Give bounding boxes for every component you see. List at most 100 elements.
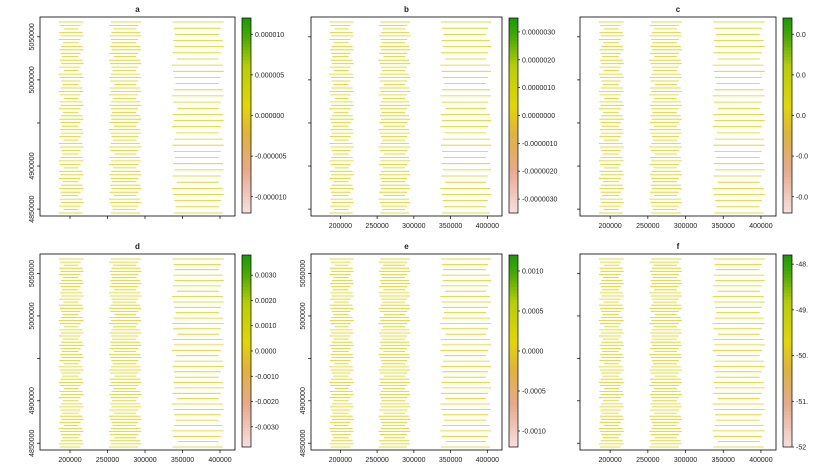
colorbar-segment <box>242 24 251 29</box>
colorbar-segment <box>242 138 251 142</box>
colorbar-segment <box>242 154 251 159</box>
y-tick-label: 4850000 <box>300 429 307 456</box>
colorbar-segment <box>783 255 792 259</box>
colorbar-segment <box>509 370 518 374</box>
colorbar-segment <box>509 383 518 387</box>
colorbar-segment <box>509 319 518 323</box>
colorbar-segment <box>509 112 518 116</box>
raster-column <box>712 21 765 214</box>
colorbar-segment <box>783 203 792 207</box>
colorbar-segment <box>509 118 518 123</box>
colorbar-segment <box>783 322 792 326</box>
colorbar-segment <box>509 50 518 55</box>
colorbar-segment <box>242 360 251 365</box>
colorbar-segment <box>783 370 792 374</box>
colorbar-segment <box>242 389 251 393</box>
colorbar-segment <box>783 18 792 22</box>
x-tick-label: 400000 <box>476 223 499 230</box>
colorbar-segment <box>783 402 792 406</box>
colorbar-segment <box>242 31 251 35</box>
colorbar-segment <box>509 21 518 25</box>
colorbar-segment <box>509 34 518 38</box>
raster-column <box>712 258 765 448</box>
panel-a: a4850000490000050000005050000-0.000010-0… <box>29 5 287 223</box>
raster-column <box>109 258 142 448</box>
colorbar-segment <box>242 183 251 188</box>
colorbar-segment <box>242 187 251 191</box>
colorbar-segment <box>783 290 792 294</box>
colorbar-segment <box>783 37 792 42</box>
colorbar-segment <box>242 402 251 406</box>
colorbar-segment <box>509 24 518 29</box>
y-tick-label: 4850000 <box>29 195 36 222</box>
colorbar-segment <box>509 174 518 178</box>
colorbar-segment <box>509 427 518 432</box>
colorbar-tick-label: 0.0 <box>796 32 806 39</box>
colorbar-segment <box>509 102 518 107</box>
colorbar-segment <box>242 280 251 285</box>
colorbar-segment <box>783 328 792 333</box>
colorbar-segment <box>242 290 251 294</box>
colorbar-segment <box>509 200 518 204</box>
colorbar-segment <box>242 209 251 214</box>
colorbar-tick-label: 0.000010 <box>255 32 284 39</box>
colorbar-legend: -0.0030 -0.0020 -0.0010 0.0000 0.0010 0.0020 0… <box>241 254 279 448</box>
panel-b: b 200000 250000 300000 350000 400000 -0.000003… <box>308 5 558 230</box>
colorbar-tick-label: -0.0030 <box>255 424 279 431</box>
colorbar-tick-label: -0.0 <box>796 194 808 201</box>
colorbar-segment <box>242 395 251 400</box>
colorbar-segment <box>783 170 792 175</box>
raster-column <box>649 21 682 214</box>
colorbar-segment <box>509 154 518 159</box>
colorbar-segment <box>509 395 518 400</box>
colorbar-segment <box>783 437 792 441</box>
colorbar-segment <box>242 437 251 441</box>
colorbar-segment <box>509 96 518 100</box>
colorbar-segment <box>783 167 792 172</box>
panel-title: e <box>404 242 409 251</box>
colorbar-segment <box>783 196 792 201</box>
colorbar-segment <box>509 360 518 365</box>
colorbar-segment <box>783 115 792 120</box>
colorbar-segment <box>509 44 518 48</box>
colorbar-segment <box>509 144 518 149</box>
colorbar-segment <box>783 264 792 269</box>
colorbar-segment <box>509 128 518 133</box>
y-tick-label: 5000000 <box>29 66 36 93</box>
colorbar-tick-label: 0.0000 <box>522 349 544 356</box>
colorbar-segment <box>509 344 518 349</box>
colorbar-segment <box>242 303 251 307</box>
colorbar-segment <box>509 290 518 294</box>
colorbar-segment <box>509 443 518 448</box>
colorbar-segment <box>242 299 251 304</box>
colorbar-segment <box>509 148 518 152</box>
colorbar-segment <box>509 386 518 390</box>
colorbar-segment <box>242 148 251 152</box>
colorbar-legend: -0.0010 -0.0005 0.0000 0.0005 0.0010 <box>508 254 546 448</box>
colorbar-segment <box>783 102 792 107</box>
colorbar-segment <box>242 167 251 172</box>
y-tick-label: 4900000 <box>29 152 36 179</box>
colorbar-segment <box>509 287 518 291</box>
colorbar-segment <box>242 60 251 64</box>
colorbar-tick-label: 0.0030 <box>255 273 277 280</box>
colorbar-segment <box>783 325 792 329</box>
colorbar-segment <box>509 37 518 42</box>
colorbar-segment <box>242 40 251 45</box>
colorbar-segment <box>242 164 251 168</box>
colorbar-segment <box>509 331 518 336</box>
colorbar-segment <box>242 319 251 323</box>
colorbar-segment <box>509 306 518 310</box>
colorbar-segment <box>509 363 518 368</box>
colorbar-segment <box>509 183 518 188</box>
colorbar-segment <box>783 206 792 211</box>
plot-frame <box>310 253 503 451</box>
panel-grid: a4850000490000050000005050000-0.000010-0… <box>29 5 808 464</box>
colorbar-tick-label: 0.0 <box>796 113 806 120</box>
colorbar-segment <box>783 431 792 435</box>
colorbar-segment <box>242 306 251 310</box>
colorbar-segment <box>242 200 251 204</box>
colorbar-segment <box>509 405 518 409</box>
colorbar-segment <box>509 115 518 120</box>
colorbar-tick-label: -0.000005 <box>255 154 287 161</box>
